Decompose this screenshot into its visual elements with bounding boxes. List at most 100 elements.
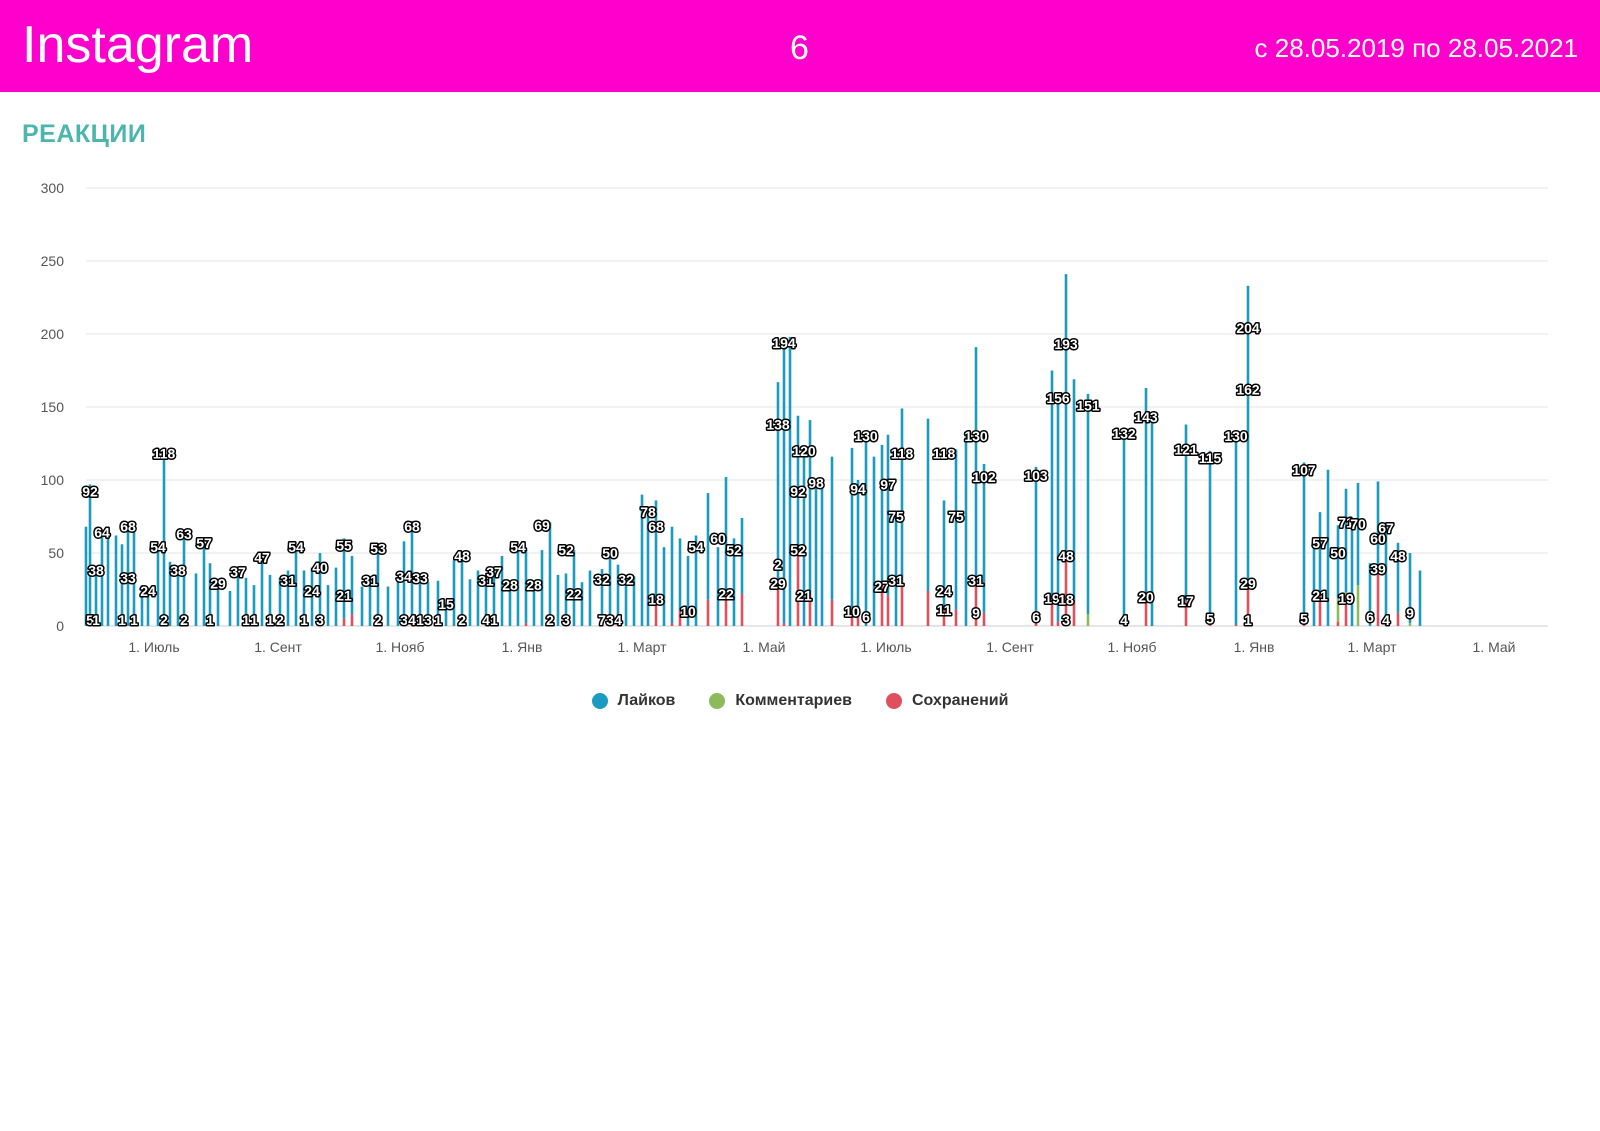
- data-label: 130: [1224, 428, 1248, 444]
- bar-likes: [548, 522, 552, 624]
- bar-likes: [252, 585, 256, 625]
- data-label: 2: [458, 612, 466, 628]
- data-label: 22: [566, 586, 582, 602]
- bar-likes: [678, 538, 682, 612]
- y-tick-label: 50: [48, 545, 64, 561]
- data-label: 31: [478, 573, 494, 589]
- data-label: 75: [948, 509, 964, 525]
- bar-likes: [802, 450, 806, 626]
- legend-marker-comments: [709, 693, 726, 709]
- bar-likes: [310, 567, 314, 626]
- bar-likes: [814, 482, 818, 626]
- data-label: 29: [1240, 576, 1256, 592]
- bar-likes: [782, 339, 786, 624]
- data-label: 22: [718, 586, 734, 602]
- data-label: 103: [1024, 468, 1048, 484]
- report-header: Instagram 6 с 28.05.2019 по 28.05.2021: [0, 0, 1600, 92]
- data-label: 33: [120, 570, 136, 586]
- bar-likes: [294, 545, 298, 626]
- bar-likes: [1050, 370, 1054, 599]
- bar-saves: [1302, 618, 1306, 626]
- data-label: 60: [1370, 530, 1386, 546]
- data-label: 130: [964, 428, 988, 444]
- legend-item-comments[interactable]: Комментариев: [709, 692, 852, 710]
- bar-saves: [900, 580, 904, 626]
- bar-likes: [176, 570, 180, 626]
- bar-saves: [410, 620, 414, 626]
- bar-saves: [954, 609, 958, 626]
- bar-likes: [194, 573, 198, 626]
- bar-likes: [1368, 563, 1372, 626]
- legend-marker-likes: [591, 693, 608, 709]
- legend-label-likes: Лайков: [617, 692, 676, 709]
- bar-likes: [588, 570, 592, 626]
- bar-likes: [872, 456, 876, 626]
- bar-likes: [342, 538, 346, 619]
- bar-saves: [974, 580, 978, 626]
- legend-item-likes[interactable]: Лайков: [591, 692, 676, 710]
- data-label: 138: [766, 417, 790, 433]
- x-tick-label: 1. Сент: [254, 639, 302, 655]
- bar-saves: [88, 618, 92, 626]
- data-label: 2: [546, 612, 554, 628]
- bar-likes: [236, 571, 240, 626]
- bar-likes: [982, 463, 986, 613]
- data-label: 92: [82, 484, 98, 500]
- data-label: 1: [118, 612, 126, 628]
- bar-likes: [608, 548, 612, 622]
- bar-likes: [796, 415, 800, 551]
- bar-saves: [484, 620, 488, 626]
- bar-likes: [1408, 553, 1412, 624]
- bar-saves: [548, 623, 552, 626]
- data-label: 120: [792, 443, 816, 459]
- legend-item-saves[interactable]: Сохранений: [886, 692, 1008, 710]
- data-label: 50: [602, 545, 618, 561]
- data-label: 3: [1062, 612, 1070, 628]
- bar-saves: [350, 614, 354, 626]
- bar-saves: [880, 586, 884, 626]
- bar-likes: [540, 550, 544, 626]
- bar-likes: [654, 500, 658, 600]
- bar-saves: [252, 624, 256, 626]
- bar-likes: [640, 494, 644, 626]
- y-tick-label: 250: [41, 253, 65, 269]
- data-label: 29: [210, 576, 226, 592]
- data-label: 4: [408, 612, 416, 628]
- bar-likes: [954, 449, 958, 610]
- x-tick-label: 1. Июль: [128, 639, 179, 655]
- data-label: 118: [153, 446, 176, 462]
- x-tick-label: 1. Сент: [986, 639, 1034, 655]
- section-title: РЕАКЦИИ: [22, 120, 147, 148]
- bar-saves: [670, 623, 674, 626]
- bar-saves: [796, 550, 800, 626]
- bar-saves: [942, 609, 946, 626]
- bar-saves: [1050, 598, 1054, 626]
- data-label: 54: [510, 539, 526, 555]
- data-label: 3: [606, 612, 614, 628]
- bar-saves: [460, 623, 464, 626]
- bar-likes: [202, 542, 206, 626]
- bar-likes: [776, 382, 780, 584]
- bar-likes: [1122, 427, 1126, 621]
- bar-likes: [216, 583, 220, 626]
- data-label: 102: [972, 469, 996, 485]
- data-label: 64: [94, 525, 110, 541]
- data-label: 3: [424, 612, 432, 628]
- bar-saves: [1344, 598, 1348, 626]
- data-label: 17: [1178, 593, 1194, 609]
- data-label: 5: [86, 612, 94, 628]
- bar-saves: [318, 621, 322, 626]
- data-label: 9: [1406, 605, 1414, 621]
- data-label: 67: [1378, 520, 1394, 536]
- bar-likes: [162, 450, 166, 624]
- bar-likes: [964, 436, 968, 626]
- data-label: 97: [880, 476, 896, 492]
- data-label: 28: [502, 577, 518, 593]
- bar-likes: [532, 585, 536, 626]
- bar-saves: [302, 624, 306, 626]
- data-label: 48: [454, 548, 470, 564]
- bar-likes: [452, 560, 456, 626]
- bar-saves: [706, 599, 710, 626]
- data-label: 34: [396, 568, 412, 584]
- data-label: 38: [88, 563, 104, 579]
